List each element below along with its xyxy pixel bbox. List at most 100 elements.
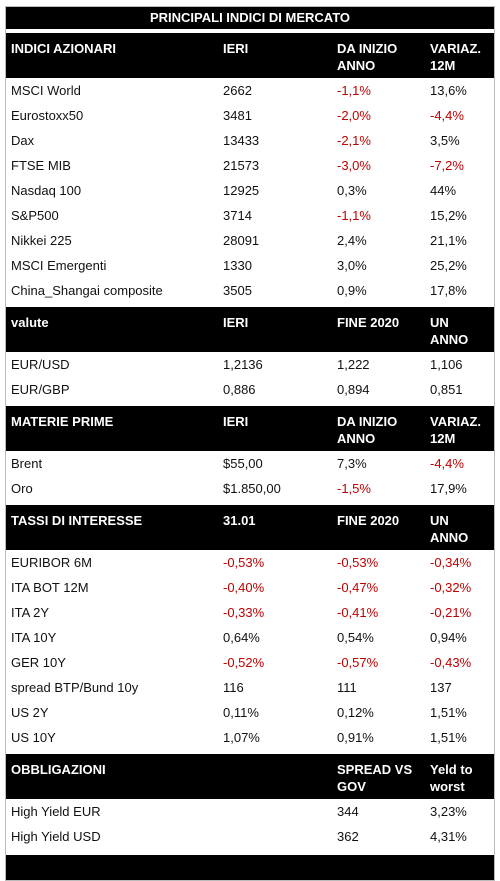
data-row: EURIBOR 6M -0,53% -0,53% -0,34% bbox=[6, 550, 494, 575]
header-cell: INDICI AZIONARI bbox=[11, 41, 116, 56]
data-row: Nikkei 225 28091 2,4% 21,1% bbox=[6, 228, 494, 253]
data-cell: -0,34% bbox=[430, 555, 472, 570]
data-cell: 44% bbox=[430, 183, 457, 198]
data-cell: -4,4% bbox=[430, 108, 464, 123]
data-cell: -1,1% bbox=[337, 208, 371, 223]
data-cell: -0,57% bbox=[337, 655, 379, 670]
data-row: FTSE MIB 21573 -3,0% -7,2% bbox=[6, 153, 494, 178]
data-cell: 0,94% bbox=[430, 630, 467, 645]
row-label: US 2Y bbox=[11, 705, 49, 720]
data-cell: 4,31% bbox=[430, 829, 467, 844]
table-section: TASSI DI INTERESSE 31.01 FINE 2020 UN ANNO … bbox=[6, 505, 494, 750]
data-row: MSCI World 2662 -1,1% 13,6% bbox=[6, 78, 494, 103]
data-row: Brent $55,00 7,3% -4,4% bbox=[6, 451, 494, 476]
data-cell: -0,47% bbox=[337, 580, 379, 595]
section-header: MATERIE PRIME IERI DA INIZIO ANNO VARIAZ. 1… bbox=[6, 406, 494, 451]
data-cell: -0,40% bbox=[223, 580, 265, 595]
data-cell: 3481 bbox=[223, 108, 252, 123]
data-cell: 12925 bbox=[223, 183, 260, 198]
data-cell: 21573 bbox=[223, 158, 260, 173]
header-cell: FINE 2020 bbox=[337, 315, 400, 330]
row-label: Eurostoxx50 bbox=[11, 108, 84, 123]
header-cell: TASSI DI INTERESSE bbox=[11, 513, 143, 528]
row-label: ITA BOT 12M bbox=[11, 580, 89, 595]
data-cell: 15,2% bbox=[430, 208, 467, 223]
row-label: Nasdaq 100 bbox=[11, 183, 82, 198]
row-label: S&P500 bbox=[11, 208, 59, 223]
data-cell: 17,9% bbox=[430, 481, 467, 496]
footer-bar bbox=[6, 855, 494, 880]
data-cell: 13,6% bbox=[430, 83, 467, 98]
data-cell: 0,851 bbox=[430, 382, 463, 397]
data-cell: -1,5% bbox=[337, 481, 371, 496]
data-cell: -0,53% bbox=[337, 555, 379, 570]
data-row: S&P500 3714 -1,1% 15,2% bbox=[6, 203, 494, 228]
data-cell: -0,41% bbox=[337, 605, 379, 620]
data-cell: 0,64% bbox=[223, 630, 260, 645]
row-label: MSCI Emergenti bbox=[11, 258, 107, 273]
data-cell: -0,43% bbox=[430, 655, 472, 670]
table-title: PRINCIPALI INDICI DI MERCATO bbox=[6, 7, 494, 29]
data-row: Nasdaq 100 12925 0,3% 44% bbox=[6, 178, 494, 203]
row-label: US 10Y bbox=[11, 730, 56, 745]
table-section: OBBLIGAZIONI SPREAD VS GOV Yeld to worst Hi… bbox=[6, 754, 494, 849]
header-cell: UN ANNO FA bbox=[430, 315, 469, 364]
data-cell: 25,2% bbox=[430, 258, 467, 273]
data-cell: 0,3% bbox=[337, 183, 367, 198]
data-cell: 3,5% bbox=[430, 133, 460, 148]
section-header: INDICI AZIONARI IERI DA INIZIO ANNO VARIAZ.… bbox=[6, 33, 494, 78]
data-cell: 0,91% bbox=[337, 730, 374, 745]
table-section: MATERIE PRIME IERI DA INIZIO ANNO VARIAZ. 1… bbox=[6, 406, 494, 501]
data-cell: -7,2% bbox=[430, 158, 464, 173]
data-cell: -0,52% bbox=[223, 655, 265, 670]
row-label: China_Shangai composite bbox=[11, 283, 163, 298]
data-cell: -4,4% bbox=[430, 456, 464, 471]
data-cell: -0,53% bbox=[223, 555, 265, 570]
data-cell: 362 bbox=[337, 829, 359, 844]
data-cell: -0,33% bbox=[223, 605, 265, 620]
data-cell: 0,54% bbox=[337, 630, 374, 645]
row-label: ITA 10Y bbox=[11, 630, 57, 645]
header-cell: IERI bbox=[223, 414, 249, 429]
table-section: valute IERI FINE 2020 UN ANNO FA EUR/USD 1,21… bbox=[6, 307, 494, 402]
data-cell: 3505 bbox=[223, 283, 252, 298]
header-cell: FINE 2020 bbox=[337, 513, 400, 528]
row-label: EUR/USD bbox=[11, 357, 70, 372]
data-cell: 21,1% bbox=[430, 233, 467, 248]
data-cell: 0,12% bbox=[337, 705, 374, 720]
data-cell: 1330 bbox=[223, 258, 252, 273]
data-row: Oro $1.850,00 -1,5% 17,9% bbox=[6, 476, 494, 501]
row-label: High Yield USD bbox=[11, 829, 101, 844]
data-cell: 3,0% bbox=[337, 258, 367, 273]
data-cell: 0,11% bbox=[223, 705, 259, 720]
header-cell: Yeld to worst bbox=[430, 762, 473, 794]
data-cell: 111 bbox=[337, 680, 357, 695]
data-cell: 3714 bbox=[223, 208, 252, 223]
data-row: EUR/GBP 0,886 0,894 0,851 bbox=[6, 377, 494, 402]
data-cell: -1,1% bbox=[337, 83, 371, 98]
header-cell: VARIAZ. 12M bbox=[430, 41, 482, 73]
data-cell: 3,23% bbox=[430, 804, 467, 819]
data-cell: 0,9% bbox=[337, 283, 367, 298]
data-row: EUR/USD 1,2136 1,222 1,106 bbox=[6, 352, 494, 377]
data-cell bbox=[218, 799, 332, 824]
row-label: Oro bbox=[11, 481, 33, 496]
data-row: US 10Y 1,07% 0,91% 1,51% bbox=[6, 725, 494, 750]
data-cell bbox=[218, 824, 332, 849]
row-label: EURIBOR 6M bbox=[11, 555, 92, 570]
data-cell: -0,21% bbox=[430, 605, 472, 620]
data-cell: 7,3% bbox=[337, 456, 367, 471]
data-row: Eurostoxx50 3481 -2,0% -4,4% bbox=[6, 103, 494, 128]
header-cell: UN ANNO FA bbox=[430, 513, 469, 562]
header-cell: valute bbox=[11, 315, 49, 330]
data-cell: 2662 bbox=[223, 83, 252, 98]
data-row: Dax 13433 -2,1% 3,5% bbox=[6, 128, 494, 153]
data-cell: 1,222 bbox=[337, 357, 370, 372]
row-label: Brent bbox=[11, 456, 43, 471]
data-cell: 28091 bbox=[223, 233, 260, 248]
data-cell: 116 bbox=[223, 680, 244, 695]
data-row: US 2Y 0,11% 0,12% 1,51% bbox=[6, 700, 494, 725]
header-cell: OBBLIGAZIONI bbox=[11, 762, 106, 777]
data-cell: -2,1% bbox=[337, 133, 371, 148]
